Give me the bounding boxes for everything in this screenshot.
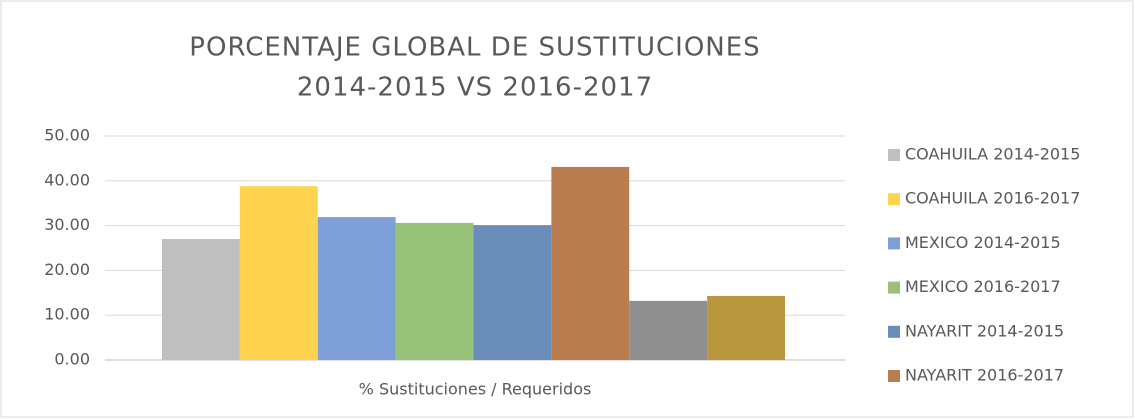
bar	[239, 186, 318, 360]
y-tick-label: 50.00	[44, 126, 90, 145]
legend-swatch	[888, 370, 900, 382]
y-tick-label: 0.00	[54, 350, 90, 369]
y-tick-label: 40.00	[44, 170, 90, 189]
legend-swatch	[888, 281, 900, 294]
bar	[629, 300, 708, 360]
legend-label: MEXICO 2016-2017	[905, 277, 1061, 296]
bar	[162, 239, 240, 360]
legend-swatch	[888, 325, 900, 338]
bar	[317, 217, 396, 360]
bar	[551, 166, 630, 360]
bar	[473, 225, 552, 360]
y-tick-label: 30.00	[44, 215, 90, 234]
bar	[707, 295, 785, 360]
chart-title: PORCENTAJE GLOBAL DE SUSTITUCIONES	[189, 33, 760, 63]
legend-label: MEXICO 2014-2015	[905, 233, 1061, 252]
legend-swatch	[888, 149, 900, 161]
legend-label: NAYARIT 2016-2017	[905, 366, 1064, 385]
y-tick-label: 10.00	[44, 305, 90, 324]
legend-swatch	[888, 237, 900, 250]
bar	[395, 222, 474, 360]
legend-swatch	[888, 193, 900, 206]
x-tick-label: % Sustituciones / Requeridos	[359, 380, 592, 399]
y-tick-label: 20.00	[44, 260, 90, 279]
legend-label: NAYARIT 2014-2015	[905, 321, 1064, 340]
chart-title: 2014-2015 VS 2016-2017	[297, 73, 653, 103]
legend-label: COAHUILA 2014-2015	[905, 145, 1080, 164]
legend-label: COAHUILA 2016-2017	[905, 189, 1080, 208]
